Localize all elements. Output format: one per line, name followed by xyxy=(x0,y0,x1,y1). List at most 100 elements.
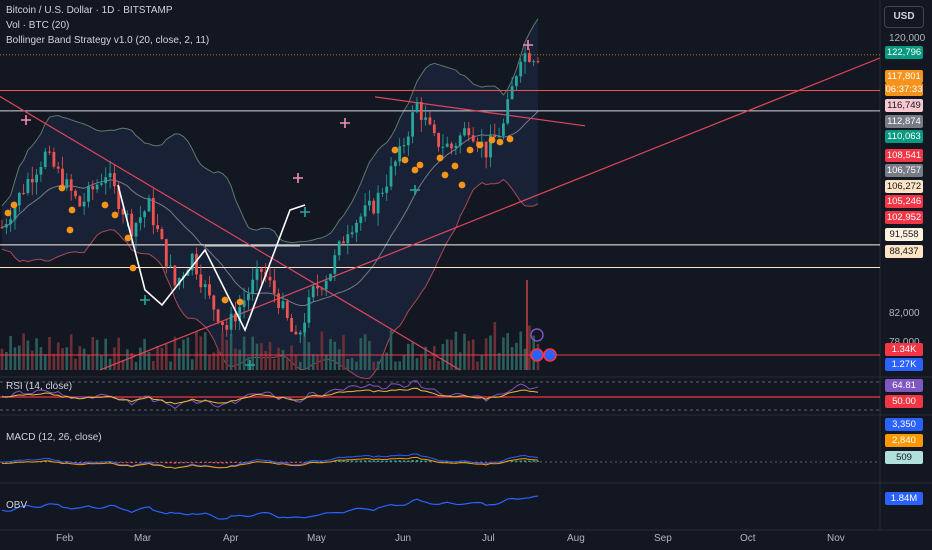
macd-value-tag: 509 xyxy=(885,451,923,464)
volume-bar xyxy=(234,348,237,370)
volume-bar xyxy=(415,358,419,370)
candle-body xyxy=(320,288,324,290)
price-axis-tag: 88,437 xyxy=(885,245,923,258)
signal-dot xyxy=(401,156,409,164)
time-tick-label: Nov xyxy=(827,533,845,544)
volume-bar xyxy=(385,352,388,370)
volume-bar xyxy=(134,362,138,370)
candle-body xyxy=(536,61,540,63)
candle-body xyxy=(268,276,272,281)
macd-histogram-bar xyxy=(134,462,138,463)
macd-histogram-bar xyxy=(186,462,190,463)
candle-body xyxy=(30,179,34,183)
candle-body xyxy=(156,225,159,230)
volume-bar xyxy=(238,349,241,370)
volume-bar xyxy=(212,352,216,370)
signal-cross-marker xyxy=(245,360,255,370)
volume-bar xyxy=(143,338,146,370)
volume-bar xyxy=(458,352,462,370)
time-tick-label: Apr xyxy=(223,533,239,544)
candle-body xyxy=(298,332,302,335)
candle-body xyxy=(255,268,259,280)
signal-dot xyxy=(451,162,459,170)
candle-body xyxy=(294,331,298,335)
candle-body xyxy=(225,325,229,330)
volume-bar xyxy=(502,337,505,370)
price-axis-tag: 122,796 xyxy=(885,46,923,59)
volume-bars xyxy=(0,322,540,370)
candle-body xyxy=(471,135,475,142)
candle-body xyxy=(333,255,337,274)
candle-body xyxy=(39,167,43,175)
currency-button[interactable]: USD xyxy=(884,6,924,28)
flag-event-icon[interactable] xyxy=(543,348,557,362)
price-axis-tag: 106,757 xyxy=(885,164,923,177)
obv-value-tag: 1.84M xyxy=(885,492,923,505)
candle-body xyxy=(303,322,306,333)
volume-bar xyxy=(355,361,358,370)
macd-histogram-bar xyxy=(532,460,535,462)
volume-bar xyxy=(247,356,250,370)
volume-bar xyxy=(22,333,25,370)
candle-body xyxy=(497,135,501,138)
volume-bar xyxy=(139,347,142,370)
candle-body xyxy=(506,99,510,124)
candle-body xyxy=(419,102,423,120)
volume-bar xyxy=(281,349,285,370)
volume-bar xyxy=(433,346,436,370)
macd-histogram-bar xyxy=(156,462,159,463)
time-tick-label: Jun xyxy=(395,533,412,544)
candle-body xyxy=(147,198,151,212)
candle-body xyxy=(117,186,121,209)
candle-body xyxy=(26,179,30,193)
candle-body xyxy=(100,183,103,185)
signal-dot xyxy=(436,154,444,162)
macd-histogram-bar xyxy=(536,460,540,462)
volume-bar xyxy=(255,343,259,370)
macd-histogram-bar xyxy=(528,460,531,462)
volume-bar xyxy=(43,354,47,370)
macd-histogram-bar xyxy=(104,461,107,463)
volume-bar xyxy=(82,348,86,370)
lightning-event-icon[interactable] xyxy=(530,328,544,342)
candle-body xyxy=(234,313,237,322)
price-axis-tag: 110,063 xyxy=(885,130,923,143)
candle-body xyxy=(359,216,363,223)
zigzag-drawing[interactable] xyxy=(117,184,306,332)
candle-body xyxy=(95,184,99,190)
macd-histogram-bar xyxy=(415,460,419,462)
volume-bar xyxy=(346,359,350,370)
volume-bar xyxy=(0,348,4,370)
macd-histogram-bar xyxy=(130,462,133,464)
price-axis-tag: 117,801 xyxy=(885,70,923,83)
candle-body xyxy=(126,213,129,215)
candle-body xyxy=(337,241,341,256)
trendline-down[interactable] xyxy=(0,96,461,371)
price-axis-tag: 105,246 xyxy=(885,195,923,208)
volume-bar xyxy=(152,361,155,370)
macd-histogram-bar xyxy=(389,460,393,462)
volume-bar xyxy=(363,334,367,370)
volume-bar xyxy=(398,361,401,370)
candle-body xyxy=(342,241,345,244)
rsi-line xyxy=(1,380,539,410)
volume-bar xyxy=(216,349,220,370)
volume-bar xyxy=(497,352,501,370)
flag-event-icon[interactable] xyxy=(530,348,544,362)
trendline-top[interactable] xyxy=(374,96,586,127)
macd-histogram-bar xyxy=(515,460,518,462)
macd-histogram-bar xyxy=(459,461,462,463)
macd-histogram-bar xyxy=(225,462,228,464)
volume-bar xyxy=(208,354,211,370)
macd-histogram-bar xyxy=(476,462,479,463)
volume-bar xyxy=(87,354,90,370)
volume-bar xyxy=(9,335,12,370)
volume-bar xyxy=(242,336,246,370)
price-tick-label: 78,000 xyxy=(889,337,920,348)
macd-histogram-bar xyxy=(117,462,120,463)
signal-dot xyxy=(441,171,449,179)
volume-bar xyxy=(515,342,518,370)
candle-body xyxy=(398,146,402,162)
signal-dot xyxy=(458,181,466,189)
